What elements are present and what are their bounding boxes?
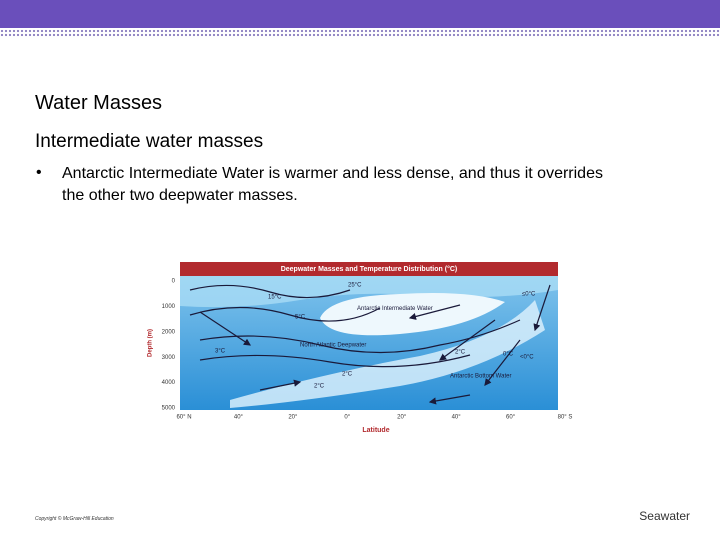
label: 0°C — [503, 352, 514, 358]
y-tick-label: 0 — [172, 279, 176, 285]
y-tick-label: 4000 — [162, 380, 176, 386]
bottom-water — [230, 300, 545, 408]
y-axis-label: Depth (m) — [148, 329, 154, 357]
copyright: Copyright © McGraw-Hill Education — [35, 516, 114, 522]
label: North Atlantic Deepwater — [300, 343, 366, 349]
y-tick-label: 1000 — [162, 304, 176, 310]
x-tick-label: 60° N — [176, 415, 191, 421]
top-bar — [0, 0, 720, 28]
bullet-text: Antarctic Intermediate Water is warmer a… — [62, 165, 603, 204]
label: 25°C — [348, 283, 362, 289]
label: 3°C — [215, 349, 226, 355]
label: 2°C — [342, 372, 353, 378]
label: 2°C — [314, 384, 325, 390]
x-tick-label: 60° — [506, 415, 516, 421]
y-tick-label: 5000 — [162, 406, 176, 412]
x-tick-label: 0° — [344, 415, 350, 421]
label: ≤0°C — [522, 292, 536, 298]
surface-layer — [180, 276, 558, 308]
slide-title: Water Masses — [35, 92, 163, 114]
slide-subtitle: Intermediate water masses — [35, 131, 264, 152]
x-tick-label: 40° — [234, 415, 244, 421]
label: 5°C — [295, 315, 306, 321]
x-tick-label: 20° — [397, 415, 407, 421]
bullet-mark: • — [36, 164, 42, 181]
label: Antarctic Bottom Water — [450, 374, 511, 380]
y-tick-label: 3000 — [162, 355, 176, 361]
x-tick-label: 80° S — [558, 415, 573, 421]
figure-header — [180, 262, 558, 276]
label: 15°C — [268, 295, 282, 301]
label: <0°C — [520, 355, 534, 361]
figure-title: Deepwater Masses and Temperature Distrib… — [281, 265, 458, 273]
current-lines — [189, 284, 551, 405]
label: Antarctic Intermediate Water — [357, 306, 433, 312]
label: 2°C — [455, 350, 466, 356]
x-axis-label: Latitude — [362, 427, 389, 434]
dot-strip — [0, 29, 720, 37]
x-tick-label: 40° — [452, 415, 462, 421]
x-tick-label: 20° — [288, 415, 298, 421]
footer-section: Seawater — [639, 509, 690, 523]
y-tick-label: 2000 — [162, 329, 176, 335]
